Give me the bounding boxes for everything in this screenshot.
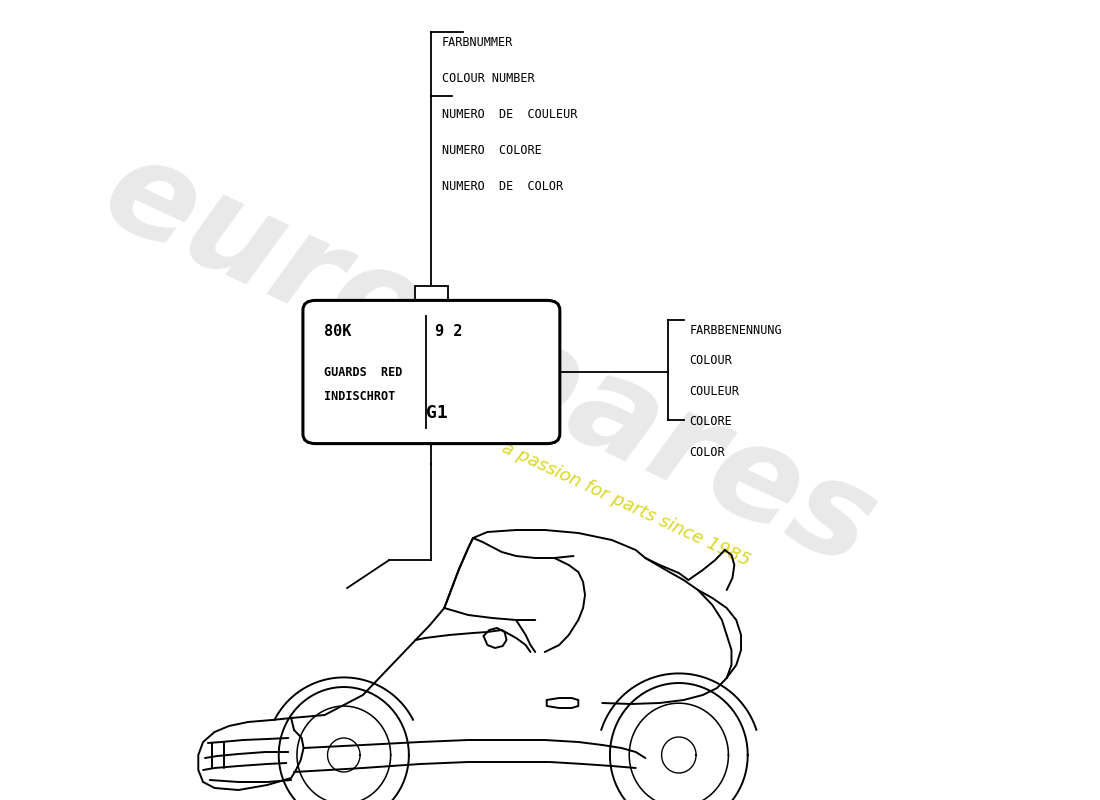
Text: G1: G1 <box>426 404 448 422</box>
Text: NUMERO  DE  COULEUR: NUMERO DE COULEUR <box>442 108 578 121</box>
FancyBboxPatch shape <box>415 286 448 310</box>
Text: 80K: 80K <box>324 325 351 339</box>
Text: GUARDS  RED: GUARDS RED <box>324 366 403 378</box>
Text: COLOUR: COLOUR <box>690 354 733 367</box>
Text: COULEUR: COULEUR <box>690 385 739 398</box>
Text: COLOR: COLOR <box>690 446 725 458</box>
Text: NUMERO  DE  COLOR: NUMERO DE COLOR <box>442 180 563 193</box>
Text: FARBNUMMER: FARBNUMMER <box>442 36 514 49</box>
FancyBboxPatch shape <box>302 300 560 443</box>
Text: a passion for parts since 1985: a passion for parts since 1985 <box>499 438 754 570</box>
Text: NUMERO  COLORE: NUMERO COLORE <box>442 144 541 157</box>
Text: INDISCHROT: INDISCHROT <box>324 390 395 402</box>
Text: FARBBENENNUNG: FARBBENENNUNG <box>690 324 782 337</box>
Text: eurospares: eurospares <box>85 126 894 594</box>
Text: COLORE: COLORE <box>690 415 733 428</box>
Text: 9 2: 9 2 <box>434 325 462 339</box>
Text: COLOUR NUMBER: COLOUR NUMBER <box>442 72 535 85</box>
